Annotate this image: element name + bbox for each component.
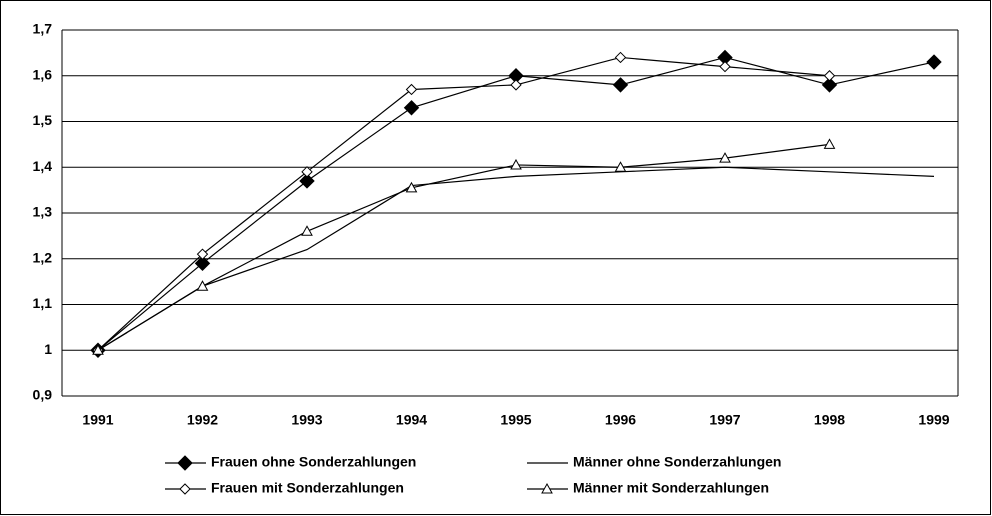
y-tick-label: 1,2	[33, 249, 53, 265]
data-point	[612, 77, 629, 93]
data-point	[194, 255, 211, 272]
data-point	[823, 70, 836, 82]
x-tick-label: 1992	[187, 412, 218, 428]
y-tick-label: 1	[44, 341, 52, 357]
legend-label: Frauen mit Sonderzahlungen	[211, 480, 404, 496]
data-point	[614, 161, 627, 172]
y-tick-label: 1,3	[33, 204, 53, 220]
y-tick-label: 1,6	[33, 66, 53, 82]
y-tick-label: 0,9	[33, 387, 53, 403]
data-point	[299, 173, 315, 189]
series-line	[97, 56, 830, 351]
x-tick-label: 1997	[709, 412, 740, 428]
x-tick-label: 1994	[396, 412, 427, 428]
x-tick-label: 1999	[918, 412, 949, 428]
y-tick-label: 1,5	[33, 112, 53, 128]
x-tick-label: 1991	[82, 412, 113, 428]
series-line	[97, 166, 935, 351]
data-point	[196, 248, 209, 260]
legend-label: Männer ohne Sonderzahlungen	[573, 454, 781, 470]
legend-label: Frauen ohne Sonderzahlungen	[211, 454, 416, 470]
data-point	[719, 152, 731, 163]
data-point	[301, 225, 313, 236]
data-point	[510, 79, 522, 91]
y-tick-label: 1,7	[33, 21, 53, 37]
x-tick-label: 1993	[291, 412, 322, 428]
legend-marker	[179, 483, 191, 495]
data-point	[196, 280, 209, 291]
data-point	[405, 181, 418, 193]
data-point	[92, 344, 104, 355]
y-tick-label: 1,4	[33, 158, 53, 174]
legend-label: Männer mit Sonderzahlungen	[573, 480, 769, 496]
legend-marker	[541, 482, 553, 494]
data-point	[510, 158, 522, 170]
data-point	[821, 77, 838, 93]
data-point	[301, 166, 313, 178]
data-point	[823, 138, 836, 149]
x-tick-label: 1998	[814, 412, 845, 428]
x-tick-label: 1995	[500, 412, 531, 428]
y-tick-label: 1,1	[33, 295, 53, 311]
x-tick-label: 1996	[605, 412, 636, 428]
data-point	[719, 60, 731, 73]
series-line	[97, 143, 830, 351]
data-point	[614, 51, 627, 64]
legend-marker	[177, 455, 193, 471]
data-point	[403, 100, 420, 116]
data-point	[926, 54, 942, 70]
data-point	[405, 83, 418, 96]
